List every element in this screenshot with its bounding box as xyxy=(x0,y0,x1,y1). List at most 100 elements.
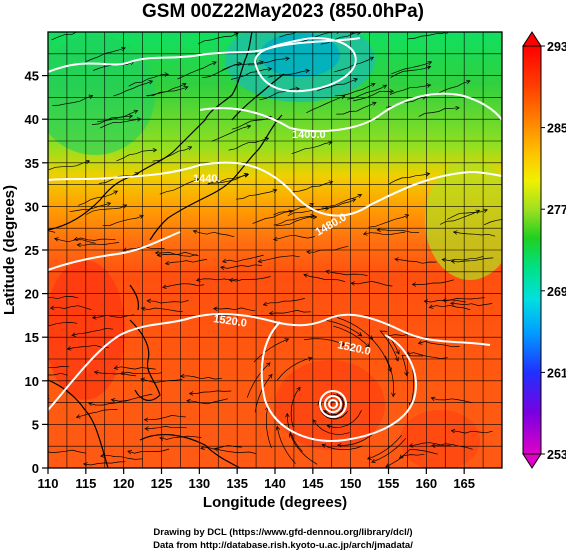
streamline xyxy=(453,231,496,237)
streamline-arrow xyxy=(371,101,377,106)
streamline-arrow xyxy=(221,258,227,264)
streamline-arrow xyxy=(71,332,76,337)
streamline xyxy=(451,430,493,434)
streamline xyxy=(88,399,130,406)
streamline-arrow xyxy=(306,249,311,255)
streamline-arrow xyxy=(369,56,375,61)
streamline xyxy=(100,118,141,129)
streamline xyxy=(180,375,223,380)
y-axis-ticks: 0 5 10 15 20 25 30 35 40 45 xyxy=(25,69,48,476)
streamline xyxy=(258,255,300,262)
streamline xyxy=(77,242,120,246)
streamline xyxy=(440,209,480,225)
contour-1400 xyxy=(199,92,502,133)
streamline xyxy=(431,443,473,450)
streamline-arrow xyxy=(140,306,146,311)
streamline xyxy=(399,448,438,459)
streamline-arrow xyxy=(8,392,12,396)
streamline xyxy=(409,442,451,447)
streamline xyxy=(165,259,207,265)
streamline xyxy=(406,352,448,359)
colorbar-tick-label: 277 xyxy=(547,203,566,217)
y-tick-label: 25 xyxy=(25,243,39,258)
streamline xyxy=(102,215,144,227)
streamline xyxy=(146,86,189,97)
colorbar-ticks: 293 285 277 269 261 253 xyxy=(541,40,566,462)
cyclone-ring-middle xyxy=(324,395,342,413)
streamline-arrow xyxy=(391,392,396,398)
geopotential-contours xyxy=(48,37,502,442)
streamline-arrow xyxy=(212,306,218,311)
streamline-arrow xyxy=(382,84,388,89)
streamline xyxy=(235,189,277,200)
streamline xyxy=(253,338,289,363)
colorbar-tick-label: 293 xyxy=(547,40,566,54)
streamline xyxy=(461,32,466,33)
streamline xyxy=(450,302,493,306)
colorbar-tick-label: 261 xyxy=(547,366,566,380)
contour-label-2: 1440. xyxy=(193,173,221,185)
x-tick-label: 155 xyxy=(378,476,400,491)
cyclone-ring-inner xyxy=(328,399,338,409)
streamline xyxy=(290,387,301,428)
x-tick-label: 130 xyxy=(188,476,210,491)
streamline xyxy=(391,61,432,75)
streamline-arrow xyxy=(257,258,263,264)
streamline-arrow xyxy=(259,60,264,65)
streamline-arrow xyxy=(398,454,404,459)
streamline-arrow xyxy=(388,20,392,24)
streamline-arrow xyxy=(498,19,502,23)
x-tick-label: 125 xyxy=(151,476,173,491)
streamline xyxy=(94,371,137,377)
streamline-arrow xyxy=(156,252,162,258)
streamline xyxy=(54,238,96,244)
y-tick-label: 15 xyxy=(25,330,39,345)
streamline xyxy=(273,215,315,226)
streamline-arrow xyxy=(91,315,97,320)
streamline-arrow xyxy=(325,269,330,275)
streamline xyxy=(389,173,430,185)
streamline-arrow xyxy=(411,282,417,287)
streamline-arrow xyxy=(324,206,330,211)
streamline-arrow xyxy=(186,398,191,404)
streamline-arrow xyxy=(351,198,357,203)
streamline-arrow xyxy=(450,428,456,434)
streamline-arrow xyxy=(100,453,105,458)
streamline-arrow xyxy=(66,346,72,351)
streamline xyxy=(111,393,153,402)
streamline xyxy=(231,115,272,130)
streamline-arrow xyxy=(357,332,363,337)
streamline xyxy=(323,319,362,337)
streamline-arrow xyxy=(340,95,346,100)
streamline xyxy=(337,431,377,446)
streamline xyxy=(48,296,79,300)
streamline xyxy=(202,62,242,79)
streamline-arrow xyxy=(305,68,310,74)
streamline-arrow xyxy=(450,259,456,264)
streamline xyxy=(351,281,393,287)
streamline-arrow xyxy=(446,32,449,35)
streamline xyxy=(228,137,269,151)
streamline-arrow xyxy=(110,398,116,403)
streamline-arrow xyxy=(309,203,315,208)
streamline xyxy=(189,390,232,394)
credits: Drawing by DCL (https://www.gfd-dennou.o… xyxy=(0,526,566,552)
streamline-arrow xyxy=(323,410,329,415)
streamline xyxy=(67,344,109,350)
x-tick-label: 135 xyxy=(226,476,248,491)
streamline xyxy=(50,305,92,311)
streamline xyxy=(207,174,249,184)
streamline xyxy=(377,229,419,233)
streamline xyxy=(100,454,143,460)
streamline-arrow xyxy=(213,447,219,452)
cool-region-west xyxy=(48,35,155,155)
streamline-arrow xyxy=(275,425,281,431)
streamline-arrow xyxy=(113,365,119,370)
streamline xyxy=(186,398,229,405)
streamline-arrow xyxy=(404,371,409,377)
streamline-arrow xyxy=(188,391,194,396)
streamline xyxy=(48,322,78,327)
asia-coast xyxy=(48,32,253,231)
streamline-arrow xyxy=(428,304,434,309)
streamline-arrow xyxy=(426,83,432,88)
